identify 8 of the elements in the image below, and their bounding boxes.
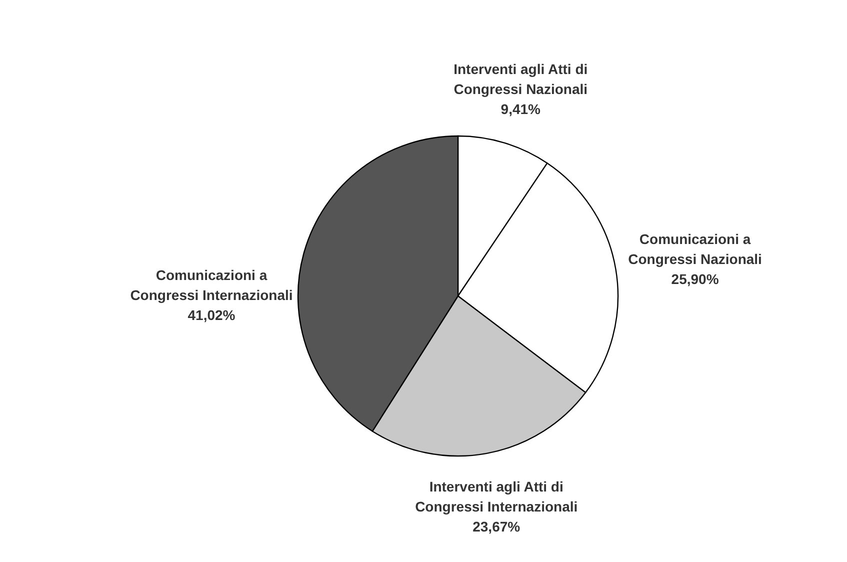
- data-label: 9,41%: [500, 101, 542, 118]
- slice-label: Comunicazioni a Congressi Nazionali: [628, 231, 762, 268]
- data-label: 41,02%: [188, 306, 236, 323]
- slice-label: Interventi agli Atti di Congressi Nazionali: [454, 61, 588, 98]
- slice-label: Comunicazioni a Congressi Internazionali: [130, 266, 293, 303]
- data-label: 23,67%: [472, 518, 521, 534]
- slice-label: Interventi agli Atti di Congressi Internazionali: [415, 478, 578, 514]
- data-label: 25,90%: [671, 271, 720, 288]
